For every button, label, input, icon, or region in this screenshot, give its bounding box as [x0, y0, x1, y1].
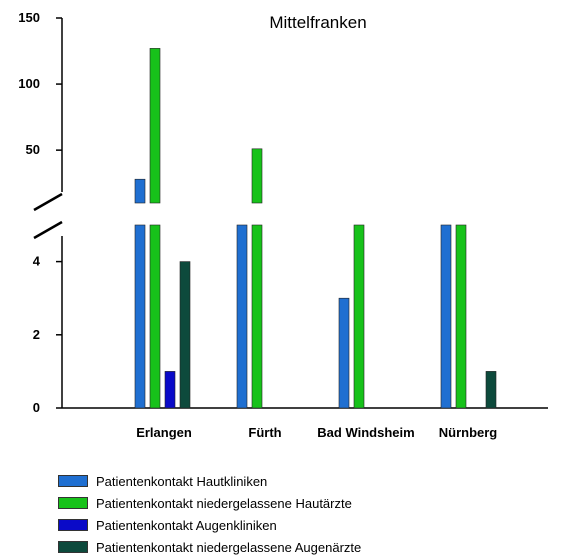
- bar-3-3: [485, 371, 497, 409]
- bar-0-0-lower: [134, 224, 146, 409]
- bar-0-2: [338, 297, 350, 409]
- bar-1-0-lower: [149, 224, 161, 409]
- legend-item: Patientenkontakt Hautkliniken: [58, 470, 361, 492]
- legend-swatch: [58, 519, 88, 531]
- bar-0-3: [440, 224, 452, 409]
- bars: [134, 48, 497, 409]
- legend-item: Patientenkontakt Augenkliniken: [58, 514, 361, 536]
- y-tick-label: 100: [18, 76, 40, 91]
- bar-1-2: [353, 224, 365, 409]
- legend-label: Patientenkontakt Hautkliniken: [96, 473, 268, 489]
- bar-chart: Mittelfranken 0 2 4 50 100 150 Erlangen Fürth B…: [18, 10, 548, 440]
- bar-0-1: [236, 224, 248, 409]
- x-tick-label: Bad Windsheim: [317, 425, 414, 440]
- y-tick-label: 50: [26, 142, 40, 157]
- y-tick-label: 150: [18, 10, 40, 25]
- bar-3-0: [179, 261, 191, 409]
- x-tick-label: Erlangen: [136, 425, 192, 440]
- legend-label: Patientenkontakt niedergelassene Augenär…: [96, 539, 362, 555]
- legend: Patientenkontakt Hautkliniken Patientenko…: [58, 470, 361, 558]
- legend-label: Patientenkontakt niedergelassene Hautärz…: [96, 495, 352, 511]
- legend-swatch: [58, 475, 88, 487]
- legend-swatch: [58, 497, 88, 509]
- chart-title: Mittelfranken: [269, 13, 366, 32]
- bar-2-0: [164, 371, 176, 409]
- x-tick-labels: Erlangen Fürth Bad Windsheim Nürnberg: [136, 425, 497, 440]
- axes: 0 2 4 50 100 150: [18, 10, 548, 415]
- bar-0-0-upper: [134, 178, 146, 204]
- axis-break-mark: [33, 192, 63, 212]
- x-tick-label: Nürnberg: [439, 425, 498, 440]
- legend-item: Patientenkontakt niedergelassene Augenär…: [58, 536, 361, 558]
- legend-label: Patientenkontakt Augenkliniken: [96, 517, 277, 533]
- y-tick-label: 4: [33, 254, 41, 269]
- y-tick-label: 2: [33, 327, 40, 342]
- bar-1-3: [455, 224, 467, 409]
- legend-item: Patientenkontakt niedergelassene Hautärz…: [58, 492, 361, 514]
- bar-1-1-upper: [251, 148, 263, 204]
- x-tick-label: Fürth: [248, 425, 281, 440]
- legend-swatch: [58, 541, 88, 553]
- axis-break-mark: [33, 220, 63, 240]
- bar-1-0-upper: [149, 48, 161, 204]
- y-tick-label: 0: [33, 400, 40, 415]
- bar-1-1-lower: [251, 224, 263, 409]
